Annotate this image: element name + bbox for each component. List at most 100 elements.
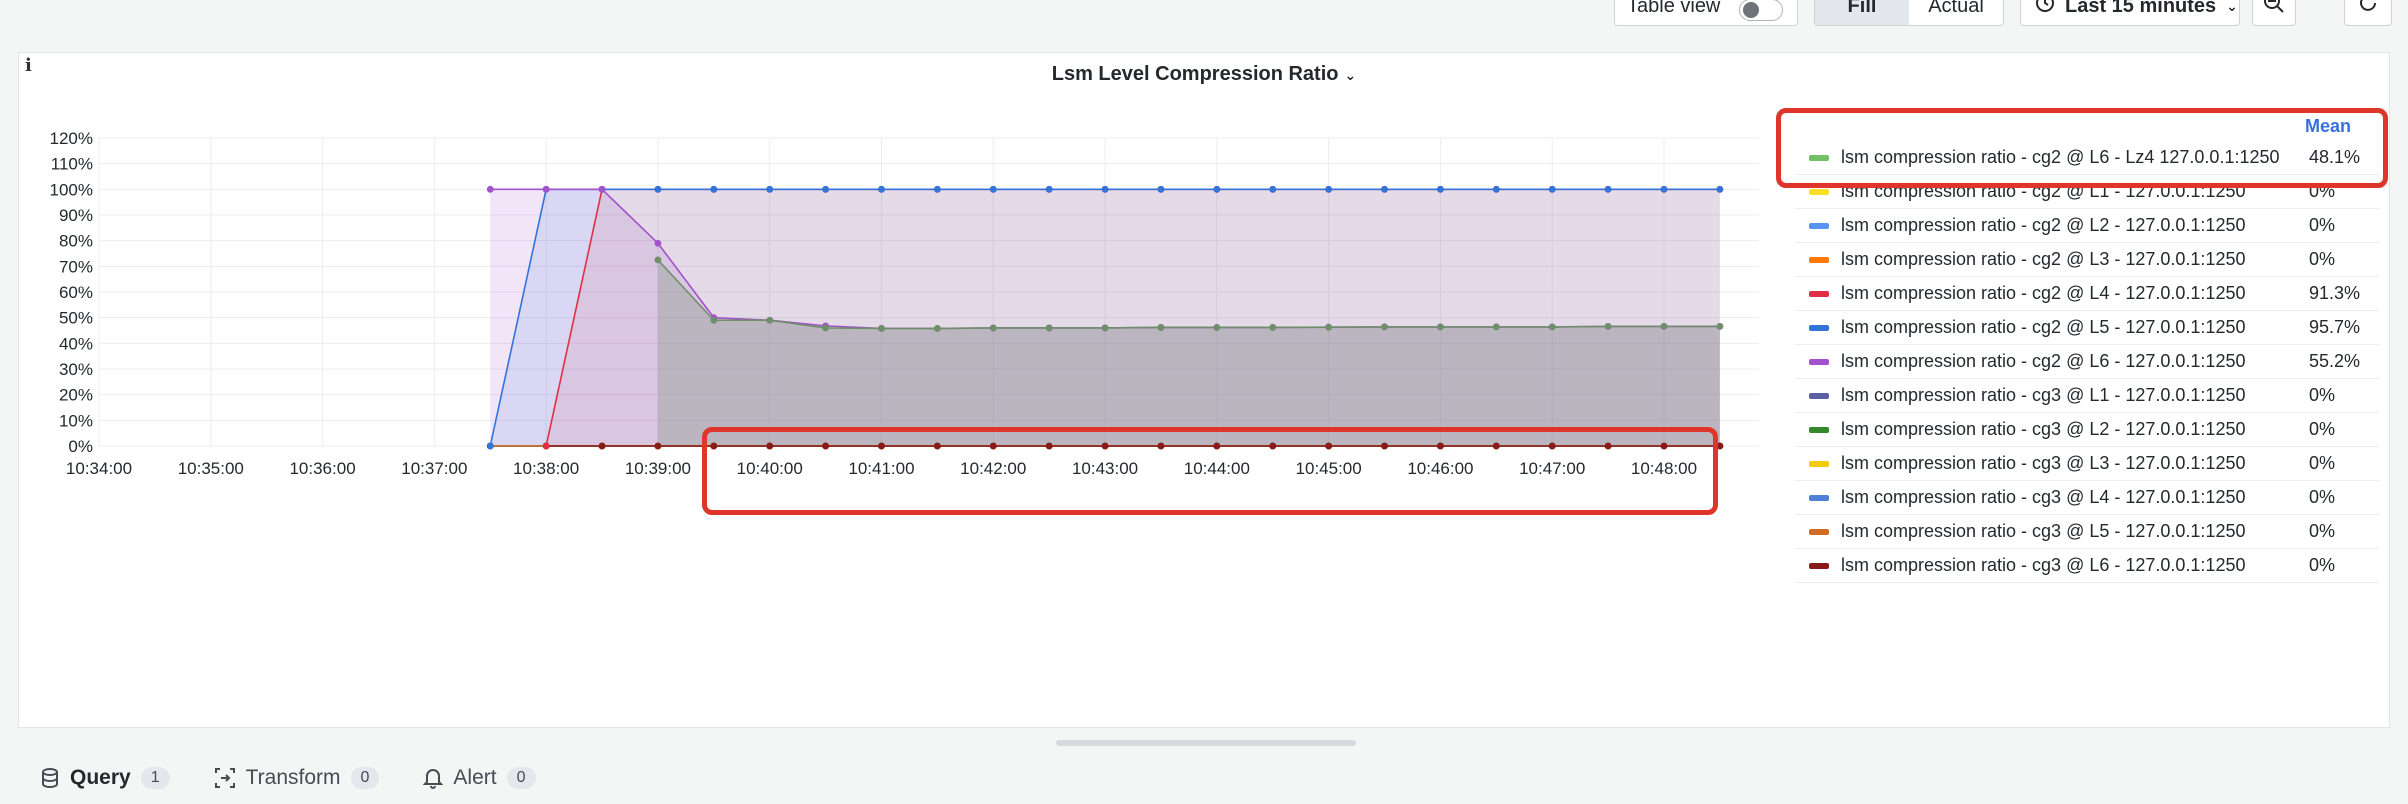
series-point <box>822 442 829 450</box>
legend-item[interactable]: lsm compression ratio - cg2 @ L4 - 127.0… <box>1795 277 2379 311</box>
y-tick-label: 90% <box>59 206 93 225</box>
x-tick-label: 10:40:00 <box>737 459 803 478</box>
legend-swatch <box>1809 392 1829 399</box>
legend-item[interactable]: lsm compression ratio - cg2 @ L2 - 127.0… <box>1795 209 2379 243</box>
series-point <box>878 325 885 332</box>
series-point <box>598 442 606 450</box>
y-tick-label: 20% <box>59 386 93 405</box>
x-tick-label: 10:48:00 <box>1631 459 1697 478</box>
series-point <box>1381 442 1388 450</box>
legend-item[interactable]: lsm compression ratio - cg2 @ L6 - Lz4 1… <box>1795 141 2379 175</box>
legend-item[interactable]: lsm compression ratio - cg3 @ L4 - 127.0… <box>1795 481 2379 515</box>
x-tick-label: 10:39:00 <box>625 459 691 478</box>
series-point <box>766 316 774 324</box>
series-point <box>1269 185 1277 193</box>
legend-swatch <box>1809 290 1829 297</box>
legend-mean-header[interactable]: Mean <box>2304 116 2351 136</box>
x-tick-label: 10:42:00 <box>960 459 1026 478</box>
legend-series-name: lsm compression ratio - cg3 @ L1 - 127.0… <box>1841 385 2246 405</box>
tab-alert[interactable]: Alert 0 <box>423 766 536 790</box>
legend-mean-value: 91.3% <box>2309 283 2361 303</box>
legend-swatch <box>1809 358 1829 365</box>
zoom-out-button[interactable] <box>2252 0 2296 26</box>
series-point <box>1381 185 1388 193</box>
series-point <box>1213 185 1221 193</box>
panel-toolbar: Table view Fill Actual Last 15 minutes ⌄ <box>0 0 2408 34</box>
bell-icon <box>423 767 444 789</box>
series-point <box>1604 442 1612 450</box>
time-range-picker[interactable]: Last 15 minutes ⌄ <box>2020 0 2240 26</box>
legend-swatch <box>1809 154 1829 161</box>
series-point <box>1157 324 1165 331</box>
legend-swatch <box>1809 324 1829 331</box>
panel-resize-handle[interactable] <box>1056 740 1356 746</box>
tab-transform[interactable]: Transform 0 <box>214 766 380 790</box>
table-view-toggle[interactable]: Table view <box>1614 0 1798 26</box>
series-point <box>1604 322 1612 330</box>
series-point <box>710 442 718 450</box>
y-tick-label: 10% <box>59 411 93 430</box>
legend-mean-value: 0% <box>2309 249 2336 269</box>
y-tick-label: 60% <box>59 283 93 302</box>
chart-panel: i Lsm Level Compression Ratio ⌄ 0% 10% 20% 3… <box>18 52 2390 728</box>
legend-swatch <box>1809 460 1829 467</box>
series-point <box>1437 442 1444 450</box>
x-tick-label: 10:46:00 <box>1407 459 1473 478</box>
legend-swatch <box>1809 222 1829 229</box>
legend-swatch <box>1809 256 1829 263</box>
y-tick-label: 0% <box>68 437 93 456</box>
series-point <box>654 185 662 193</box>
legend-item[interactable]: lsm compression ratio - cg3 @ L1 - 127.0… <box>1795 379 2379 413</box>
chevron-down-icon: ⌄ <box>2226 0 2238 14</box>
panel-title[interactable]: Lsm Level Compression Ratio ⌄ <box>19 63 2389 86</box>
legend-item[interactable]: lsm compression ratio - cg2 @ L3 - 127.0… <box>1795 243 2379 277</box>
legend-item[interactable]: lsm compression ratio - cg2 @ L6 - 127.0… <box>1795 345 2379 379</box>
series-area-overlap <box>657 259 1720 446</box>
series-point <box>1101 324 1109 332</box>
series-point <box>822 185 829 193</box>
series-point <box>1716 185 1724 193</box>
legend-item[interactable]: lsm compression ratio - cg3 @ L6 - 127.0… <box>1795 549 2379 583</box>
table-view-label: Table view <box>1627 0 1721 17</box>
series-point <box>1157 442 1165 450</box>
series-point <box>878 442 885 450</box>
legend-item[interactable]: lsm compression ratio - cg2 @ L5 - 127.0… <box>1795 311 2379 345</box>
series-point <box>766 442 774 450</box>
x-tick-label: 10:35:00 <box>178 459 244 478</box>
series-point <box>989 442 997 450</box>
legend-item[interactable]: lsm compression ratio - cg3 @ L5 - 127.0… <box>1795 515 2379 549</box>
tab-query[interactable]: Query 1 <box>40 766 170 790</box>
series-point <box>1381 323 1388 331</box>
actual-option[interactable]: Actual <box>1928 0 1984 17</box>
legend-series-name: lsm compression ratio - cg3 @ L5 - 127.0… <box>1841 521 2246 541</box>
refresh-icon <box>2357 0 2379 20</box>
legend-mean-value: 48.1% <box>2309 147 2361 167</box>
legend-swatch <box>1809 426 1829 433</box>
series-point <box>542 185 550 193</box>
legend-item[interactable]: lsm compression ratio - cg3 @ L3 - 127.0… <box>1795 447 2379 481</box>
series-point <box>989 324 997 332</box>
legend-mean-value: 0% <box>2309 453 2336 473</box>
series-point <box>710 185 718 193</box>
series-area <box>546 189 1720 447</box>
series-point <box>1492 442 1500 450</box>
legend-mean-value: 0% <box>2309 487 2336 507</box>
legend-swatch <box>1809 528 1829 535</box>
y-tick-label: 110% <box>51 155 93 174</box>
x-tick-label: 10:38:00 <box>513 459 579 478</box>
legend-mean-value: 0% <box>2309 555 2336 575</box>
database-icon <box>40 767 60 789</box>
legend-item[interactable]: lsm compression ratio - cg3 @ L2 - 127.0… <box>1795 413 2379 447</box>
series-point <box>766 185 774 193</box>
refresh-button[interactable] <box>2344 0 2392 26</box>
series-point <box>1437 323 1444 331</box>
info-icon[interactable]: i <box>25 55 32 76</box>
table-view-switch[interactable] <box>1739 0 1783 21</box>
legend-series-name: lsm compression ratio - cg2 @ L5 - 127.0… <box>1841 317 2246 337</box>
series-point <box>710 316 718 324</box>
fill-option[interactable]: Fill <box>1815 0 1909 25</box>
series-point <box>1045 185 1053 193</box>
tab-count-badge: 0 <box>506 767 536 789</box>
time-series-chart[interactable]: 0% 10% 20% 30% 40% 50% 60% 70% 80% 90% 100% 110% 120… <box>19 53 1789 729</box>
x-tick-label: 10:34:00 <box>66 459 132 478</box>
